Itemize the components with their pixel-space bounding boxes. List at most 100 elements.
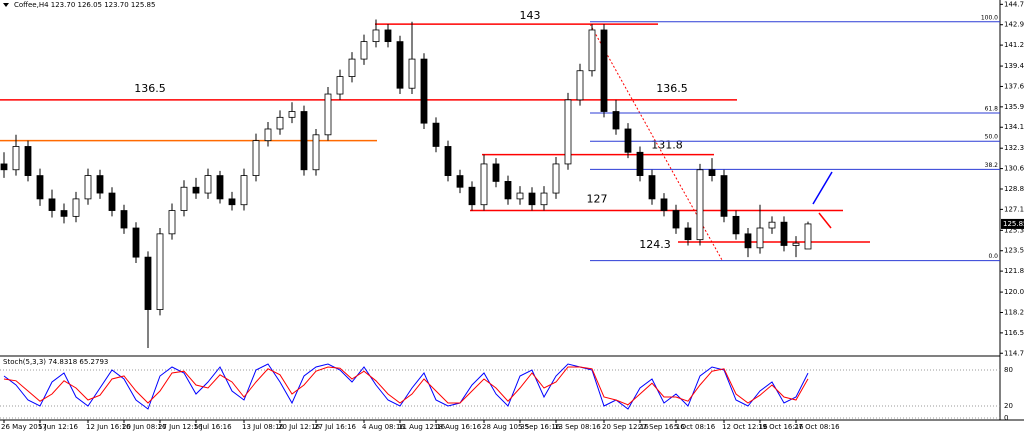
x-tick-label: 19 Oct 16:16	[758, 423, 804, 431]
candle-body	[48, 198, 56, 211]
y-tick-label: 141.20	[1004, 41, 1024, 49]
level-label: 136.5	[134, 82, 166, 95]
candle-body	[396, 41, 404, 89]
y-tick-label: 134.15	[1004, 123, 1024, 131]
candle-body	[108, 192, 116, 211]
fib-label: 38.2	[985, 162, 999, 169]
candle-body	[768, 221, 776, 229]
candle-body	[696, 169, 704, 241]
candle-body	[384, 29, 392, 43]
level-label: 143	[520, 9, 541, 22]
y-tick-label: 123.55	[1004, 247, 1024, 255]
candle-body	[312, 134, 320, 171]
candle-body	[720, 175, 728, 217]
candle-body	[144, 256, 152, 310]
x-tick-label: 12 Jun 16:16	[86, 423, 131, 431]
x-tick-label: 13 Sep 08:16	[554, 423, 601, 431]
x-tick-label: 5 Jul 16:16	[194, 423, 232, 431]
candle-body	[96, 175, 104, 194]
osc-tick-label: 0	[1004, 414, 1008, 422]
fib-label: 61.8	[985, 106, 999, 113]
candle-body	[204, 175, 212, 194]
level-label: 127	[587, 193, 608, 206]
candle-body	[264, 128, 272, 142]
y-tick-label: 116.50	[1004, 329, 1024, 337]
candle-body	[240, 175, 248, 206]
fib-label: 0.0	[988, 253, 998, 260]
candle-body	[792, 242, 800, 246]
x-tick-label: 5 Sep 16:16	[518, 423, 561, 431]
y-tick-label: 114.75	[1004, 349, 1024, 357]
candle-body	[72, 198, 80, 217]
candle-body	[552, 163, 560, 194]
candle-body	[516, 192, 524, 200]
candle-body	[120, 210, 128, 229]
osc-line	[3, 363, 809, 410]
osc-line	[3, 366, 809, 406]
candle-body	[576, 70, 584, 101]
candle-body	[780, 221, 788, 246]
candle-body	[84, 175, 92, 200]
candle-body	[600, 29, 608, 112]
fib-label: 100.0	[981, 14, 998, 21]
x-tick-label: 20 Jun 08:16	[122, 423, 167, 431]
candle-body	[660, 198, 668, 211]
x-tick-label: 27 Jun 12:16	[158, 423, 203, 431]
x-tick-label: 18 Aug 16:16	[434, 423, 482, 431]
candle-body	[276, 116, 284, 130]
candle-body	[372, 29, 380, 43]
candle-body	[756, 227, 764, 249]
candle-body	[732, 215, 740, 235]
candle-body	[168, 210, 176, 235]
x-tick-label: 27 Sep 16:16	[638, 423, 685, 431]
candle-body	[624, 128, 632, 153]
osc-tick-label: 20	[1004, 402, 1013, 410]
y-tick-label: 120.00	[1004, 288, 1024, 296]
candle-body	[360, 41, 368, 60]
y-tick-label: 130.60	[1004, 165, 1024, 173]
candle-body	[468, 186, 476, 206]
arrow-up	[812, 171, 833, 205]
candle-body	[480, 163, 488, 206]
candle-body	[156, 233, 164, 310]
candle-body	[588, 29, 596, 72]
candle-body	[540, 192, 548, 206]
candle-body	[348, 58, 356, 77]
candle-body	[324, 93, 332, 136]
y-tick-label: 137.65	[1004, 82, 1024, 90]
level-label: 124.3	[639, 238, 671, 251]
y-tick-label: 121.80	[1004, 267, 1024, 275]
candle-body	[300, 111, 308, 171]
candle-body	[228, 198, 236, 206]
candle-body	[528, 192, 536, 206]
candle-body	[684, 227, 692, 241]
candle-body	[132, 227, 140, 258]
candle-body	[564, 99, 572, 165]
candle-body	[456, 175, 464, 188]
fib-label: 50.0	[985, 134, 999, 141]
candle-body	[24, 146, 32, 176]
candle-body	[36, 175, 44, 200]
chart-title: Coffee,H4 123.70 126.05 123.70 125.85	[14, 1, 155, 9]
candle-body	[192, 186, 200, 194]
candle-body	[708, 169, 716, 176]
y-tick-label: 127.10	[1004, 205, 1024, 213]
x-tick-label: 11 Aug 12:16	[398, 423, 446, 431]
x-tick-label: 4 Aug 08:16	[362, 423, 405, 431]
x-tick-label: 27 Oct 08:16	[794, 423, 840, 431]
candle-body	[648, 175, 656, 200]
candle-body	[408, 58, 416, 89]
x-tick-label: 13 Jul 08:16	[242, 423, 285, 431]
price-tag	[1001, 218, 1024, 229]
candle-body	[636, 151, 644, 176]
candle-body	[252, 140, 260, 176]
menu-arrow	[3, 3, 9, 7]
candle-body	[180, 186, 188, 211]
candle-body	[504, 181, 512, 200]
x-tick-label: 20 Jul 12:16	[278, 423, 321, 431]
y-tick-label: 144.70	[1004, 0, 1024, 8]
y-tick-label: 135.90	[1004, 103, 1024, 111]
candle-body	[804, 223, 812, 250]
